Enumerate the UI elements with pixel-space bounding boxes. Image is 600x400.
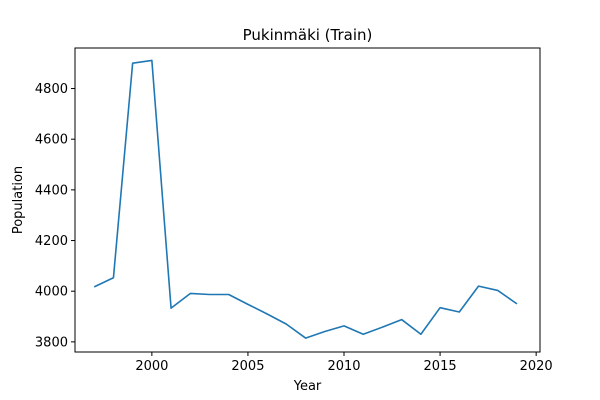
y-tick-label: 4000 [35, 285, 68, 300]
plot-frame [74, 47, 541, 353]
chart-title: Pukinmäki (Train) [243, 26, 373, 44]
y-tick-label: 4800 [35, 82, 68, 97]
x-tick-label: 2005 [231, 359, 264, 374]
population-series-line [93, 59, 518, 339]
y-tick-label: 4600 [35, 133, 68, 148]
x-tick-label: 2010 [327, 359, 360, 374]
y-tick-label: 3800 [35, 335, 68, 350]
x-tick-label: 2015 [424, 359, 457, 374]
x-tick-label: 2000 [135, 359, 168, 374]
x-tick-label: 2020 [520, 359, 553, 374]
y-tick-label: 4200 [35, 234, 68, 249]
y-axis-ticks: 3800 4000 4200 4400 4600 4800 [35, 82, 75, 350]
series-layer [93, 59, 518, 339]
x-axis-ticks: 2000 2005 2010 2015 2020 [135, 352, 553, 374]
y-tick-label: 4400 [35, 183, 68, 198]
x-axis-label: Year [293, 379, 322, 394]
y-axis-label: Population [11, 166, 26, 234]
